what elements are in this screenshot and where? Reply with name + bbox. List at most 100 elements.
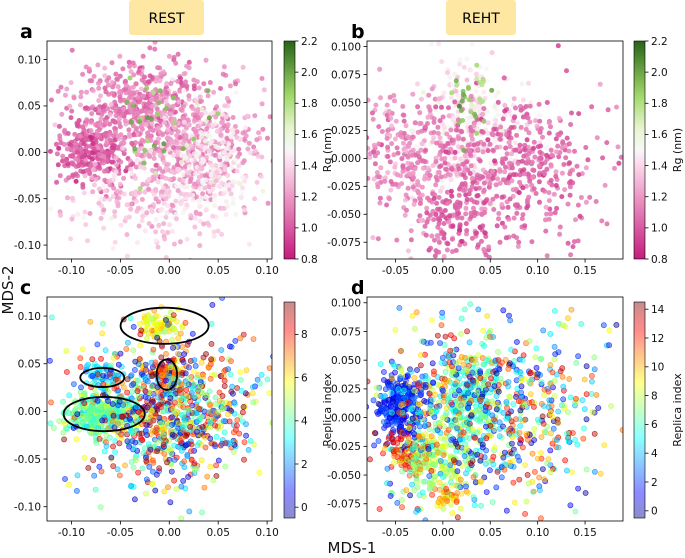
data-point: [101, 448, 108, 455]
data-point: [224, 95, 230, 101]
data-point: [146, 109, 152, 115]
data-point: [435, 206, 441, 212]
data-point: [149, 481, 155, 487]
data-point: [110, 463, 117, 469]
data-point: [173, 198, 179, 204]
data-point: [248, 150, 253, 156]
data-point: [155, 244, 161, 250]
colorbar-tick-label: 1.8: [301, 98, 318, 110]
data-point: [102, 132, 108, 138]
data-point: [104, 167, 110, 173]
data-point: [433, 182, 439, 188]
data-point: [565, 201, 571, 207]
data-point: [117, 94, 123, 100]
data-point: [96, 416, 103, 422]
data-point: [202, 138, 208, 144]
data-point: [454, 82, 460, 88]
data-point: [215, 408, 222, 415]
data-point: [489, 131, 495, 137]
data-point: [152, 46, 158, 52]
data-point: [485, 137, 491, 143]
data-point: [117, 109, 123, 115]
data-point: [575, 238, 581, 244]
data-point: [485, 148, 491, 154]
data-point: [225, 411, 231, 418]
data-point: [160, 408, 167, 415]
data-point: [217, 154, 223, 160]
data-point: [60, 429, 67, 436]
data-point: [503, 399, 510, 405]
data-point: [246, 241, 252, 247]
data-point: [147, 369, 154, 376]
data-point: [259, 154, 265, 160]
data-point: [145, 312, 152, 318]
data-point: [487, 141, 493, 147]
data-point: [187, 398, 194, 405]
data-point: [140, 93, 146, 99]
data-point: [448, 188, 454, 194]
data-point: [94, 371, 101, 377]
data-point: [435, 124, 441, 130]
point-cluster-2: [431, 479, 470, 517]
data-point: [236, 146, 242, 152]
data-point: [441, 235, 447, 241]
data-point: [229, 383, 235, 390]
data-point: [218, 423, 224, 430]
data-point: [167, 499, 174, 506]
data-point: [181, 88, 187, 93]
data-point: [388, 187, 394, 193]
data-point: [367, 155, 373, 160]
data-point: [69, 153, 75, 159]
data-point: [404, 207, 409, 213]
data-point: [380, 377, 387, 383]
data-point: [173, 486, 180, 492]
data-point: [593, 199, 599, 204]
data-point: [391, 152, 397, 158]
data-point: [464, 118, 470, 124]
data-point: [111, 176, 117, 182]
data-point: [118, 431, 124, 438]
data-point: [367, 175, 371, 181]
data-point: [506, 140, 512, 145]
data-point: [495, 176, 501, 182]
data-point: [226, 402, 232, 408]
data-point: [417, 110, 423, 116]
data-point: [534, 123, 540, 129]
data-point: [544, 166, 550, 172]
data-point: [225, 203, 231, 209]
data-point: [567, 180, 572, 186]
data-point: [155, 179, 161, 185]
data-point: [176, 387, 183, 393]
data-point: [516, 190, 522, 196]
data-point: [557, 231, 563, 237]
data-point: [105, 82, 111, 88]
data-point: [89, 111, 95, 117]
data-point: [170, 203, 176, 209]
data-point: [103, 432, 110, 439]
data-point: [142, 108, 148, 114]
data-point: [447, 172, 453, 178]
data-point: [555, 143, 561, 149]
colorbar: 2.22.01.81.61.41.21.00.8Rg (nm): [633, 36, 684, 266]
data-point: [83, 222, 89, 228]
data-point: [130, 464, 137, 471]
data-point: [462, 153, 468, 159]
data-point: [463, 211, 469, 217]
data-point: [146, 221, 152, 227]
data-point: [100, 320, 106, 327]
data-point: [90, 189, 96, 195]
data-point: [122, 118, 128, 124]
data-point: [432, 253, 438, 259]
data-point: [175, 166, 181, 172]
data-point: [115, 133, 121, 139]
data-point: [450, 249, 455, 255]
data-point: [388, 179, 394, 184]
data-point: [241, 439, 248, 446]
data-point: [101, 154, 107, 160]
data-point: [525, 156, 531, 161]
data-point: [479, 211, 485, 217]
data-point: [453, 78, 459, 84]
data-point: [193, 465, 200, 472]
data-point: [406, 171, 412, 177]
rest-tag-label: REST: [148, 11, 184, 27]
